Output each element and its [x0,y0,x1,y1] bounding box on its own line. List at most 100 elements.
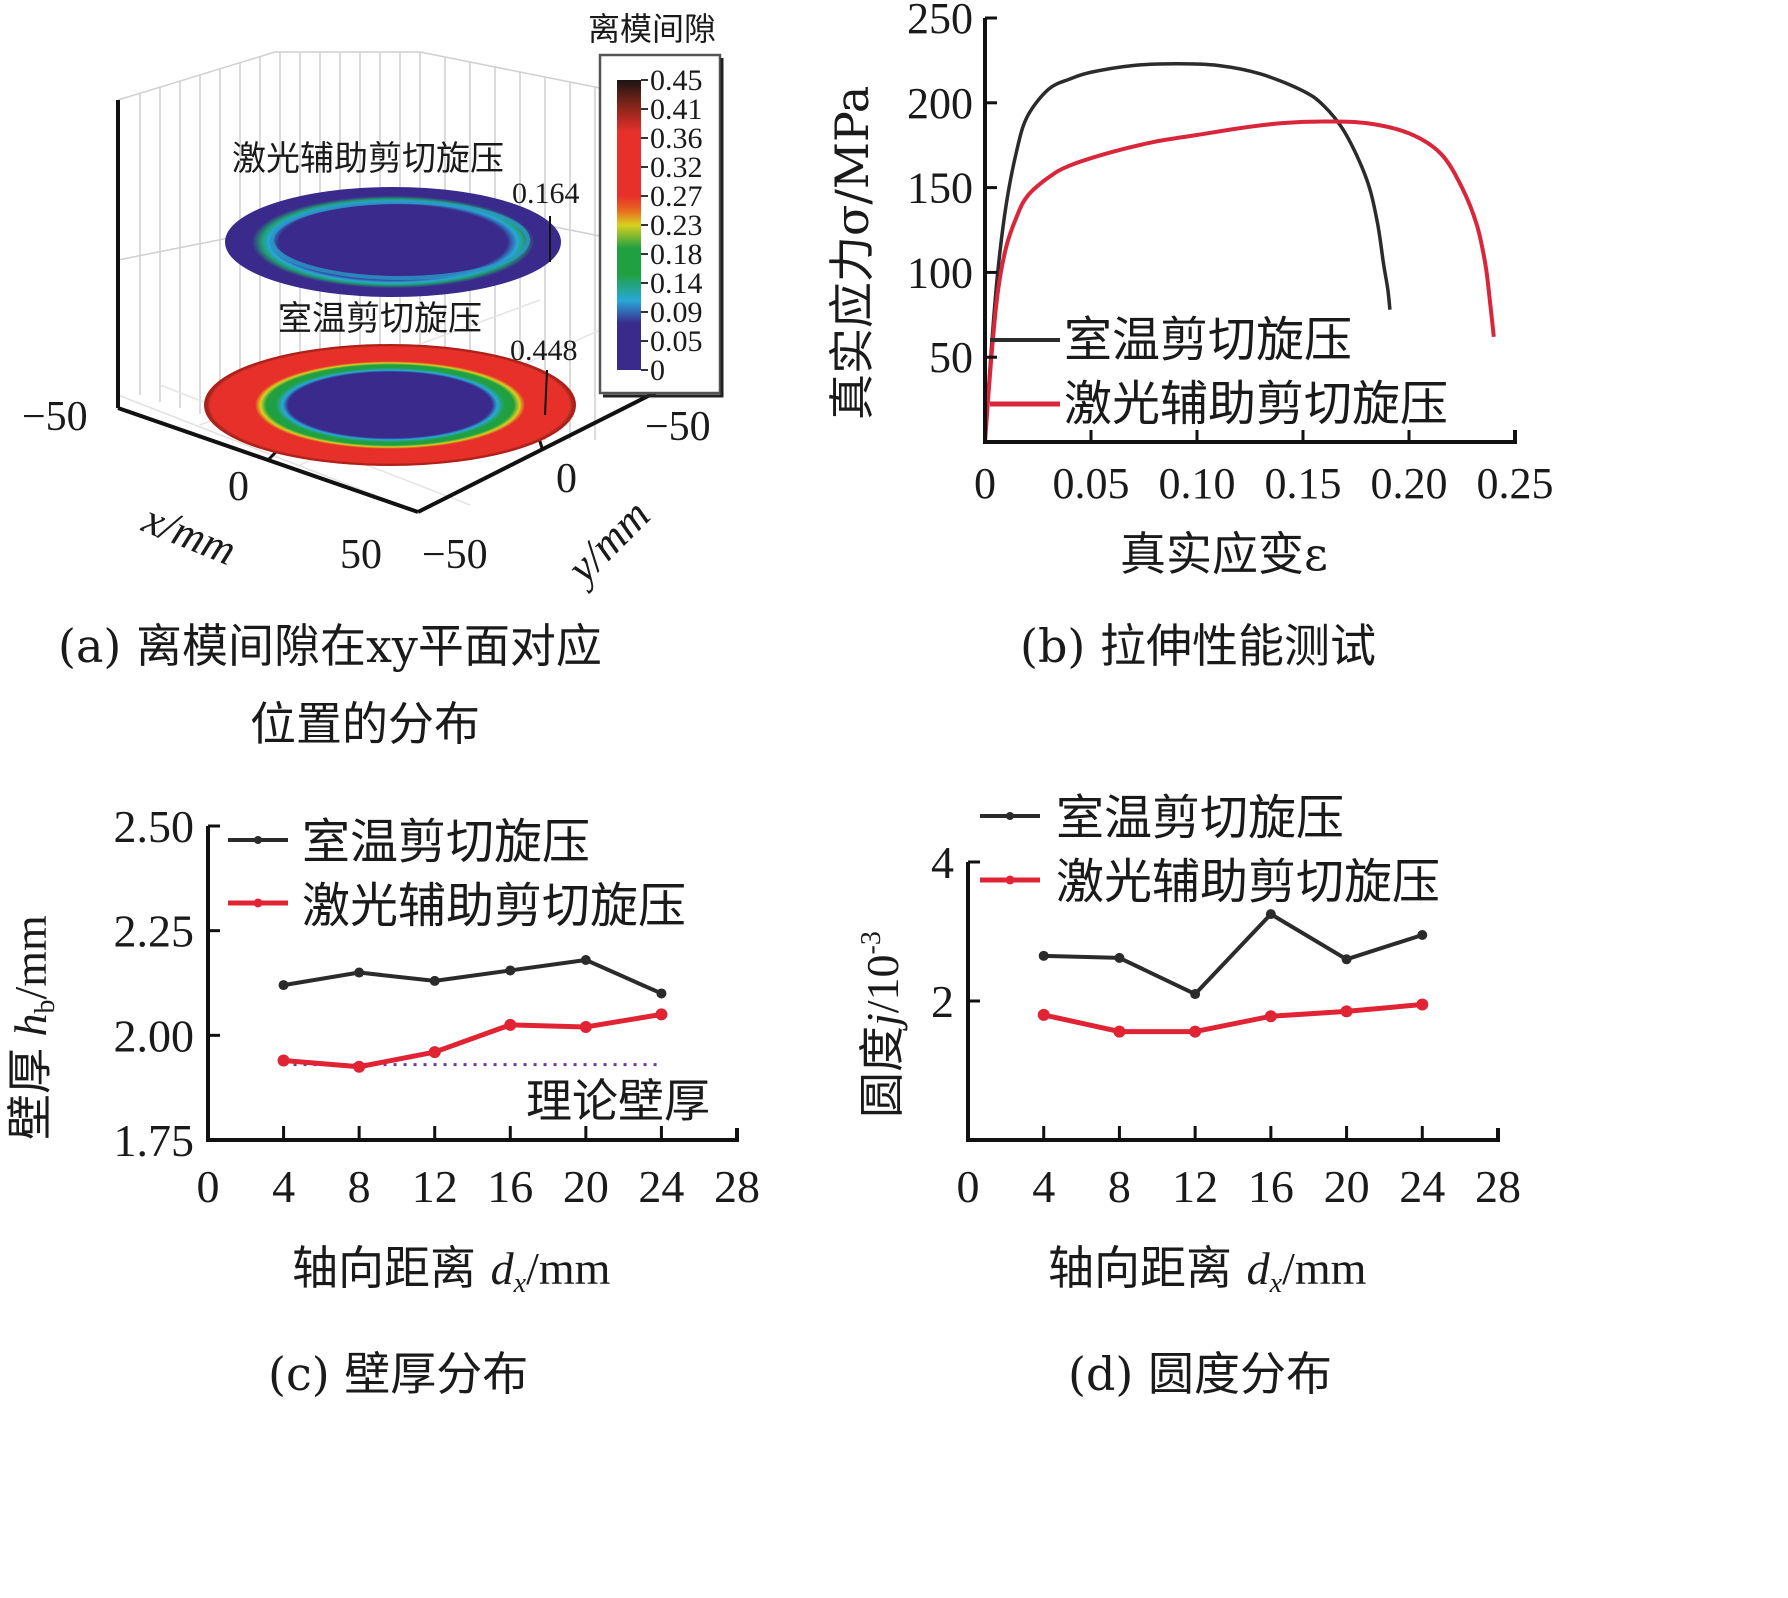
colorbar-tick-label: 0.09 [650,296,703,329]
colorbar-tick-label: 0.36 [650,122,703,155]
b-x-tick-label: 0.20 [1371,459,1448,508]
c-point-laser [655,1008,668,1021]
c-x-tick-label: 8 [348,1161,371,1212]
disk-bottom-label: 室温剪切旋压 [278,299,482,339]
c-point-room [505,965,516,976]
c-y-tick-label: 1.75 [114,1115,195,1166]
c-ylabel-text: 壁厚 hb/mm [3,915,61,1140]
c-legend-label-room: 室温剪切旋压 [302,814,590,870]
d-line-laser [1043,1001,1423,1035]
d-x-tick-label: 8 [1108,1161,1131,1212]
caption-c: (c) 壁厚分布 [268,1347,528,1401]
b-y-tick-label: 50 [929,333,973,382]
d-point-laser [1416,998,1429,1011]
c-ticks: 0 4 8 12 16 20 24 28 1.75 2.00 2.25 2.50 [114,801,761,1212]
c-line-laser [283,1011,662,1070]
b-y-tick-label: 200 [907,79,973,128]
colorbar-tick-label: 0.41 [650,93,703,126]
caption-a-line1: (a) 离模间隙在xy平面对应 [58,619,602,673]
c-xlabel: 轴向距离 dx/mm [292,1241,611,1299]
c-point-room [580,954,591,965]
d-xlabel: 轴向距离 dx/mm [1048,1241,1367,1299]
d-x-tick-label: 28 [1475,1161,1521,1212]
d-point-laser [1189,1025,1202,1038]
panel-c: 0 4 8 12 16 20 24 28 1.75 2.00 2.25 2.50 理论壁厚 室温剪切旋… [3,801,760,1401]
c-y-tick-label: 2.00 [114,1010,195,1061]
b-y-tick-label: 100 [907,248,973,297]
colorbar-tick-label: 0.14 [650,267,703,300]
c-ylabel: 壁厚 hb/mm [3,915,61,1140]
c-legend-marker-room [254,836,262,844]
disk-top-value: 0.164 [512,177,580,210]
c-y-tick-label: 2.25 [114,906,195,957]
d-legend-label-room: 室温剪切旋压 [1056,790,1344,846]
d-x-tick-label: 20 [1324,1161,1370,1212]
d-point-room [1038,950,1049,961]
b-ylabel: 真实应力σ/MPa [825,86,879,420]
c-point-room [354,967,365,978]
b-x-tick-label: 0.15 [1265,459,1342,508]
c-x-tick-label: 0 [197,1161,220,1212]
disk-room-temp [205,345,575,465]
colorbar-gradient [617,80,641,370]
x-tick-minus50: −50 [22,394,88,440]
disk-bottom-value: 0.448 [510,334,578,367]
c-annotation: 理论壁厚 [526,1074,710,1128]
d-x-tick-label: 12 [1172,1161,1218,1212]
c-legend: 室温剪切旋压 激光辅助剪切旋压 [228,814,686,934]
b-y-tick-label: 150 [907,164,973,213]
b-x-tick-label: 0.25 [1477,459,1554,508]
b-x-tick-label: 0.10 [1159,459,1236,508]
colorbar-tick-label: 0.32 [650,151,703,184]
d-line-room [1043,912,1423,997]
colorbar-tick-label: 0.05 [650,325,703,358]
c-legend-marker-laser [253,898,263,908]
d-legend-marker-laser [1005,875,1015,885]
b-legend-label-room: 室温剪切旋压 [1064,312,1352,368]
b-xlabel: 真实应变ε [1120,527,1328,581]
b-ticks: 0 0.05 0.10 0.15 0.20 0.25 50 100 150 200 250 [907,0,1554,508]
caption-a-line2: 位置的分布 [250,697,480,751]
d-point-room [1417,929,1428,940]
d-point-room [1190,989,1201,1000]
caption-b: (b) 拉伸性能测试 [1020,619,1376,673]
c-point-room [278,980,289,991]
y-tick-0: 0 [556,456,577,502]
y-axis-label: y/mm [555,490,660,595]
b-curve-room [983,62,1392,443]
d-point-room [1114,952,1125,963]
b-curve-laser [983,119,1496,443]
c-series [277,954,668,1073]
colorbar-tick-label: 0.45 [650,64,703,97]
y-tick-minus50-a: −50 [645,404,711,450]
colorbar-tick-label: 0.27 [650,180,703,213]
c-point-laser [353,1060,366,1073]
y-tick-minus50-b: −50 [422,532,488,578]
colorbar-title: 离模间隙 [588,10,716,48]
d-legend-marker-room [1006,812,1014,820]
d-x-tick-label: 16 [1248,1161,1294,1212]
d-point-room [1341,954,1352,965]
c-axes [206,826,739,1142]
colorbar-tick-label: 0.18 [650,238,703,271]
b-curves [983,62,1496,443]
b-legend-label-laser: 激光辅助剪切旋压 [1064,376,1448,432]
x-tick-0: 0 [228,464,249,510]
d-ylabel: 圆度j/10-3 [855,931,909,1118]
axis-3d-y [417,388,661,514]
d-point-laser [1113,1025,1126,1038]
d-point-laser [1340,1005,1353,1018]
c-legend-label-laser: 激光辅助剪切旋压 [302,878,686,934]
c-x-tick-label: 16 [487,1161,533,1212]
marker-line-bottom [544,369,548,416]
disk-room-temp-edge [204,344,576,466]
colorbar-tick-label: 0.23 [650,209,703,242]
c-point-room [429,975,440,986]
colorbar-shadow [603,58,724,398]
b-x-tick-label: 0 [974,459,996,508]
c-line-room [283,957,663,996]
c-point-laser [428,1046,441,1059]
panel-a: 激光辅助剪切旋压 0.164 室温剪切旋压 0.448 离模间隙 0.450.4… [22,10,724,751]
